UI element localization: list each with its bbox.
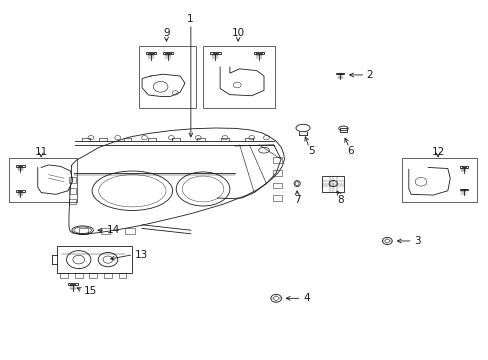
Bar (75, 273, 82, 278)
Bar (203, 45, 275, 108)
Bar (253, 52, 264, 54)
Bar (339, 129, 346, 132)
Bar (335, 73, 344, 74)
Text: 1: 1 (186, 14, 193, 24)
Bar (101, 228, 110, 234)
Bar (79, 228, 88, 234)
Text: 14: 14 (107, 225, 120, 235)
Text: 8: 8 (337, 195, 344, 205)
Text: 13: 13 (135, 249, 148, 260)
Bar (89, 273, 97, 278)
Bar (163, 52, 173, 54)
Bar (16, 190, 24, 192)
Bar (209, 52, 220, 54)
Bar (68, 283, 78, 285)
Bar (401, 158, 476, 202)
Bar (272, 195, 281, 201)
Text: 6: 6 (347, 146, 353, 156)
Bar (9, 158, 77, 202)
Bar (57, 246, 132, 273)
Bar (69, 199, 76, 204)
Text: 15: 15 (83, 286, 97, 296)
Bar (69, 177, 76, 183)
Bar (104, 273, 112, 278)
Text: 12: 12 (430, 147, 444, 157)
Bar (125, 228, 135, 234)
Text: 4: 4 (303, 293, 309, 303)
Bar (322, 176, 344, 192)
Text: 11: 11 (35, 147, 48, 157)
Text: 9: 9 (163, 28, 169, 38)
Bar (16, 165, 24, 167)
Bar (459, 166, 468, 168)
Bar (119, 273, 126, 278)
Text: 2: 2 (366, 70, 372, 80)
Bar (139, 45, 196, 108)
Text: 10: 10 (231, 28, 244, 38)
Bar (459, 189, 468, 190)
Bar (60, 273, 68, 278)
Text: 5: 5 (308, 146, 314, 156)
Text: 7: 7 (293, 195, 300, 205)
Bar (272, 170, 281, 176)
Bar (272, 157, 281, 163)
Bar (272, 183, 281, 188)
Bar (69, 188, 76, 194)
Text: 3: 3 (413, 236, 420, 246)
Bar (145, 52, 156, 54)
